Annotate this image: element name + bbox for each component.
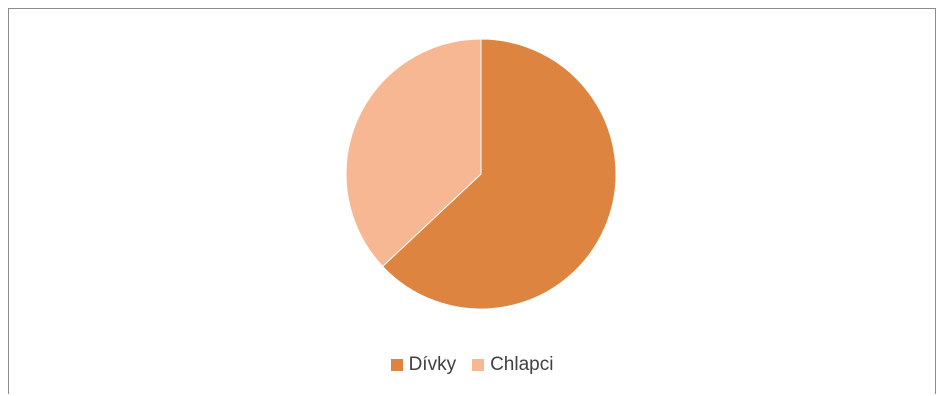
pie-chart (345, 38, 617, 310)
legend-item-divky: Dívky (390, 354, 457, 376)
legend: Dívky Chlapci (9, 354, 935, 376)
legend-swatch-divky (390, 359, 403, 371)
legend-label-chlapci: Chlapci (490, 354, 554, 375)
pie-slice-divky (381, 38, 617, 310)
legend-item-chlapci: Chlapci (472, 354, 553, 376)
chart-area: Dívky Chlapci (8, 8, 936, 394)
pie-slice-chlapci (345, 38, 482, 268)
legend-swatch-chlapci (472, 359, 485, 371)
legend-label-divky: Dívky (408, 354, 457, 375)
